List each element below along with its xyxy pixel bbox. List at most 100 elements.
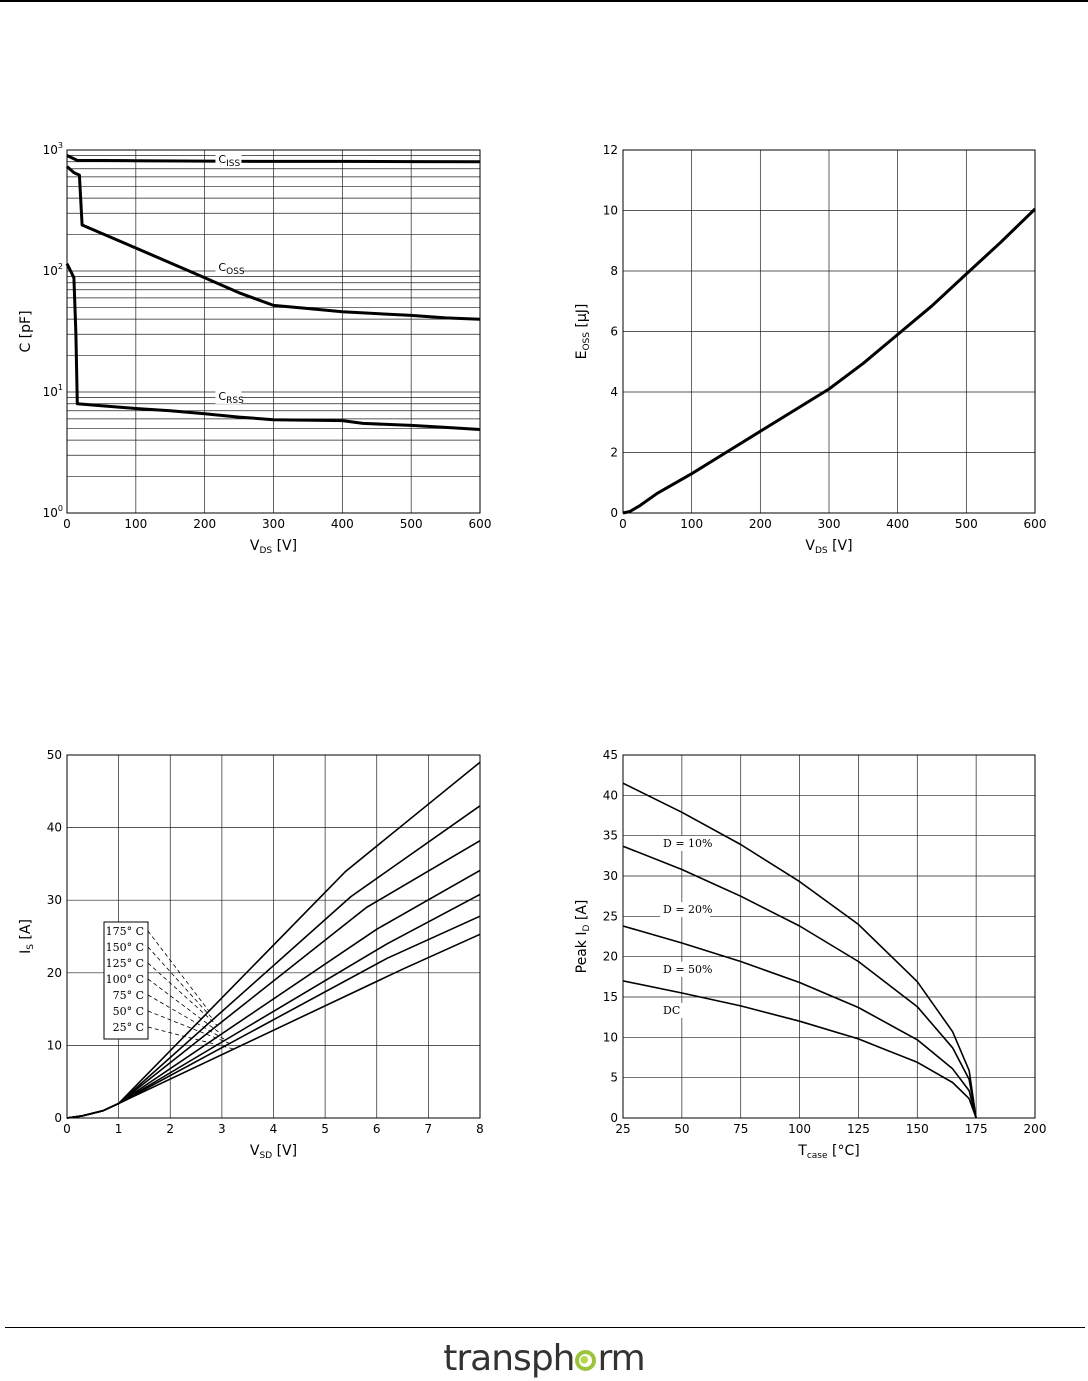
y-tick-label: 0 [54,1111,62,1125]
y-tick-label: 20 [47,966,62,980]
legend-leader-line [147,1010,230,1044]
x-tick-label: 6 [373,1122,381,1136]
x-tick-label: 400 [886,517,909,531]
series-line-e-oss [622,207,1037,515]
x-tick-label: 100 [788,1122,811,1136]
x-axis-label-sub: DS [815,546,828,556]
plot-frame [622,754,1036,1119]
x-tick-label: 0 [619,517,627,531]
x-axis-label-main: V [250,1143,260,1159]
y-tick-label: 10 [603,204,618,218]
x-tick-label: 5 [321,1122,329,1136]
y-axis-label: IS [A] [18,919,36,954]
x-tick-label: 200 [193,517,216,531]
x-axis-label: VDS [V] [805,538,852,556]
legend-entry: 150° C [106,941,144,954]
x-axis-label-sub: SD [259,1151,272,1161]
x-tick-label: 75 [733,1122,748,1136]
y-tick-label: 45 [603,748,618,762]
x-axis-label-rest: [V] [272,1143,297,1159]
y-axis-label-rest: [μJ] [574,304,590,332]
y-tick-label: 101 [43,383,63,399]
series-label: D = 10% [663,837,712,850]
y-axis-label: EOSS [μJ] [574,304,592,360]
x-axis-label-main: V [250,538,260,554]
y-tick-base: 10 [43,506,58,520]
footer-rule [5,1327,1085,1328]
y-tick-label: 102 [43,262,63,278]
chart-reverse-conduction: 0 1 2 3 4 5 6 7 8 0 10 20 30 40 50 VSD [V] IS [A] 175° C 1… [18,748,484,1161]
series-label-main: D = 10% [663,837,712,850]
legend-leader-line [147,930,210,1012]
series-label: DC [663,1004,680,1017]
series-line-d-10- [622,782,977,1119]
x-tick-label: 2 [166,1122,174,1136]
x-tick-label: 4 [270,1122,278,1136]
plot-frame [622,149,1036,514]
x-tick-label: 300 [818,517,841,531]
series-line-dc [622,980,977,1119]
y-tick-label: 4 [610,385,618,399]
y-tick-label: 30 [47,893,62,907]
series-label: D = 20% [663,903,712,916]
globe-icon [575,1350,597,1371]
y-tick-label: 20 [603,950,618,964]
legend-leader-line [147,978,222,1035]
x-axis-label: VSD [V] [250,1143,297,1161]
x-tick-label: 500 [400,517,423,531]
y-tick-label: 6 [610,325,618,339]
series-label-main: C [218,153,226,166]
legend-leader-line [147,946,214,1020]
series-line-25-c [66,933,481,1119]
x-tick-label: 175 [965,1122,988,1136]
y-tick-label: 8 [610,264,618,278]
plot-frame [66,149,481,514]
series-label-bg [660,835,711,851]
series-label-main: D = 20% [663,903,712,916]
series-label-main: DC [663,1004,680,1017]
y-axis-label-rest: [A] [574,900,590,925]
series-label-sub: OSS [226,267,245,277]
top-rule [0,0,1088,2]
x-axis-label-rest: [V] [828,538,853,554]
legend-entry: 75° C [113,989,144,1002]
x-tick-label: 600 [1024,517,1047,531]
x-tick-label: 600 [469,517,492,531]
legend-leader-line [147,962,218,1026]
series-label: D = 50% [663,963,712,976]
y-axis-label-main: Peak I [574,932,590,974]
series-label-bg [215,260,242,275]
x-axis-label: VDS [V] [250,538,297,556]
y-axis-label-main: C [pF] [18,310,34,352]
y-tick-label: 30 [603,869,618,883]
y-tick-label: 25 [603,909,618,923]
series-label-bg [660,961,711,977]
y-tick-base: 10 [43,385,58,399]
y-axis-label: Peak ID [A] [574,900,592,974]
y-tick-label: 100 [43,504,63,520]
legend-entry: 25° C [113,1021,144,1034]
x-tick-label: 400 [331,517,354,531]
y-axis-label-rest: [A] [18,919,34,944]
y-tick-label: 10 [603,1030,618,1044]
x-tick-label: 500 [955,517,978,531]
y-tick-label: 5 [610,1071,618,1085]
series-label: CRSS [218,390,244,406]
transphorm-logo: transph rm [0,1338,1088,1379]
x-tick-label: 200 [749,517,772,531]
series-label-bg [660,902,711,918]
series-label: COSS [218,261,244,277]
series-label-main: D = 50% [663,963,712,976]
legend-entry: 125° C [106,957,144,970]
legend-box [103,921,149,1040]
legend-entry: 100° C [106,973,144,986]
x-tick-label: 100 [124,517,147,531]
y-axis-label-main: I [18,950,34,954]
y-tick-base: 10 [43,143,58,157]
y-axis-label: C [pF] [18,310,34,352]
y-tick-label: 50 [47,748,62,762]
series-line-c-oss [66,165,481,321]
legend-entry: 175° C [106,925,144,938]
